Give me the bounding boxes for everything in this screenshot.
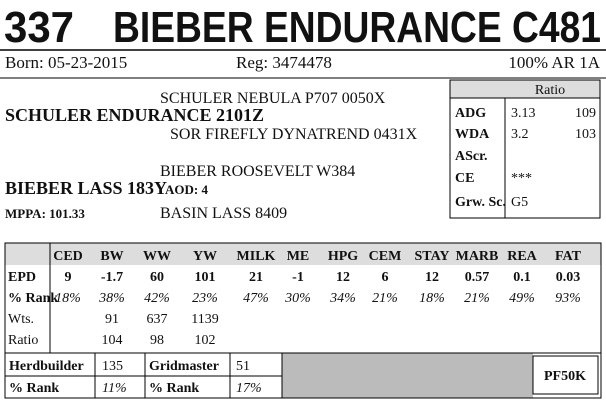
column-header: MARB (456, 249, 499, 264)
birth-date: Born: 05-23-2015 (5, 53, 127, 72)
epd-table: CED BW WW YW MILK ME HPG CEM STAY MARB REA FAT EPD 9 -… (8, 249, 582, 348)
index-label: Gridmaster (149, 359, 219, 374)
epd-cell: 34% (329, 291, 356, 306)
indexes: Herdbuilder 135 % Rank 11% Gridmaster 51 % Ran… (9, 359, 262, 396)
breed: 100% AR 1A (508, 53, 600, 72)
epd-cell: 60 (150, 270, 164, 285)
epd-cell: 38% (98, 291, 125, 306)
ratio-index: 109 (575, 106, 596, 121)
epd-cell: 18% (55, 291, 81, 306)
epd-cell: 21% (464, 291, 490, 306)
ratio-rows: ADG 3.13 109 WDA 3.2 103 AScr. CE *** Grw. Sc. G5 (455, 106, 596, 210)
column-header: REA (507, 249, 537, 264)
column-header: HPG (328, 249, 358, 264)
epd-cell: 6 (382, 270, 389, 285)
dam-sire: BIEBER ROOSEVELT W384 (160, 163, 355, 180)
epd-cell: 0.1 (513, 270, 531, 285)
column-header: BW (100, 249, 123, 264)
epd-cell: 637 (147, 312, 168, 327)
column-header: WW (143, 249, 171, 264)
genomic: PF50K (544, 369, 586, 384)
ratio-value: G5 (511, 195, 528, 210)
column-header: CEM (369, 249, 402, 264)
lot-number: 337 (4, 3, 74, 52)
ratio-label: CE (455, 171, 474, 186)
aod: AOD: 4 (165, 182, 208, 197)
ratio-box (449, 79, 601, 219)
sire-sire: SCHULER NEBULA P707 0050X (160, 90, 386, 107)
index-value: 51 (236, 359, 250, 374)
sire: SCHULER ENDURANCE 2101Z (5, 105, 264, 125)
epd-cell: -1.7 (101, 270, 123, 285)
epd-cell: 98 (150, 333, 164, 348)
column-header: YW (193, 249, 217, 264)
epd-cell: 91 (105, 312, 119, 327)
rank-label: % Rank (149, 381, 199, 396)
epd-cell: 102 (195, 333, 216, 348)
ratio-value: 3.2 (511, 127, 529, 142)
epd-cell: 49% (509, 291, 535, 306)
sire-dam: SOR FIREFLY DYNATREND 0431X (170, 126, 418, 143)
epd-cell: 0.57 (465, 270, 490, 285)
epd-cell: 93% (555, 291, 581, 306)
epd-cell: 21% (372, 291, 398, 306)
dam-dam: BASIN LASS 8409 (160, 205, 287, 222)
epd-cell: 101 (195, 270, 216, 285)
epd-cell: 104 (102, 333, 123, 348)
column-header: CED (53, 249, 83, 264)
rank-label: % Rank (9, 381, 59, 396)
epd-cell: 18% (419, 291, 445, 306)
ratio-label: ADG (455, 106, 486, 121)
column-header: STAY (414, 249, 449, 264)
ratio-label: Grw. Sc. (455, 195, 506, 210)
dam: BIEBER LASS 183Y (5, 178, 167, 198)
epd-cell: -1 (292, 270, 304, 285)
row-label: % Rank (8, 291, 58, 306)
column-header: ME (287, 249, 310, 264)
row-label: Ratio (8, 333, 38, 348)
ratio-label: AScr. (455, 149, 488, 164)
ratio-header: Ratio (535, 83, 565, 98)
ratio-value: *** (511, 171, 532, 186)
genomic-box (532, 355, 599, 395)
epd-cell: 0.03 (556, 270, 581, 285)
epd-cell: 12 (425, 270, 439, 285)
filler (282, 353, 533, 398)
epd-cell: 12 (336, 270, 350, 285)
animal-name: BIEBER ENDURANCE C481 (113, 3, 601, 52)
index-value: 135 (102, 359, 123, 374)
row-label: Wts. (8, 312, 34, 327)
epd-header-bg (5, 243, 601, 265)
epd-cell: 23% (192, 291, 218, 306)
epd-cell: 42% (144, 291, 170, 306)
column-header: FAT (555, 249, 582, 264)
index-rank: 11% (102, 381, 127, 396)
epd-cell: 9 (65, 270, 72, 285)
epd-cell: 21 (249, 270, 263, 285)
ratio-label: WDA (455, 127, 490, 142)
epd-cell: 30% (284, 291, 311, 306)
ratio-header-bg (450, 80, 600, 98)
column-header: MILK (237, 249, 276, 264)
registration: Reg: 3474478 (236, 53, 332, 72)
index-label: Herdbuilder (9, 359, 84, 374)
mppa: MPPA: 101.33 (5, 206, 85, 221)
epd-cell: 1139 (191, 312, 218, 327)
ratio-value: 3.13 (511, 106, 536, 121)
row-label: EPD (8, 270, 36, 285)
ratio-index: 103 (575, 127, 596, 142)
epd-cell: 47% (243, 291, 269, 306)
index-rank: 17% (236, 381, 262, 396)
